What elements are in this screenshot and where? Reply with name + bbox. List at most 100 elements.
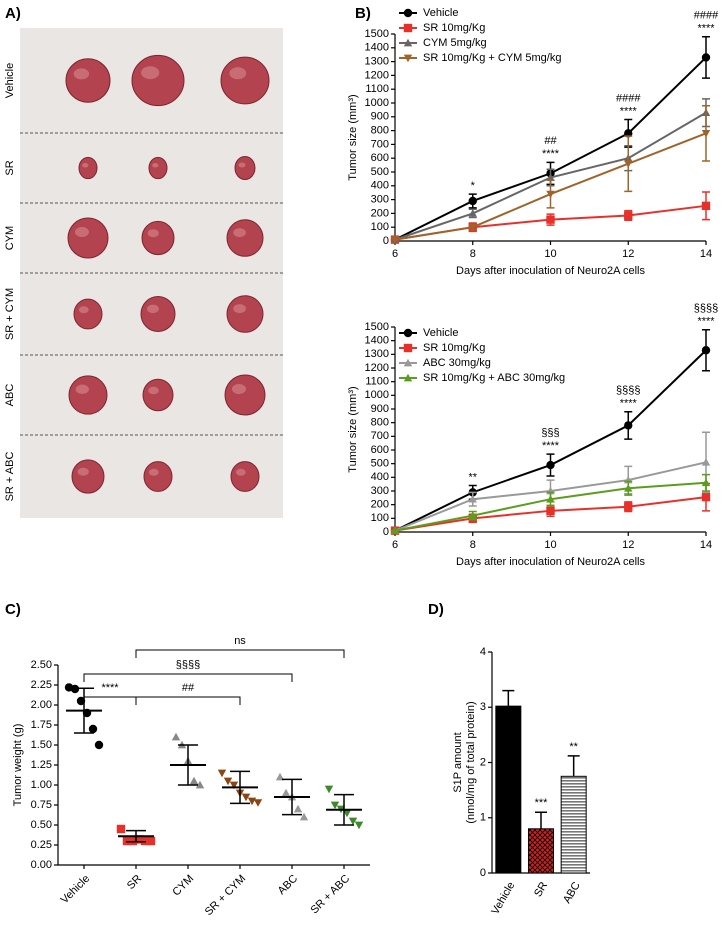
annotation: #### <box>694 10 719 22</box>
data-point <box>546 495 555 503</box>
data-point <box>701 53 711 62</box>
data-point <box>241 793 251 802</box>
y-tick-label: 1100 <box>365 83 389 95</box>
annotation: **** <box>542 440 560 452</box>
data-point <box>468 196 477 206</box>
data-point <box>299 812 309 821</box>
significance-label: **** <box>101 682 119 694</box>
data-point <box>701 201 711 211</box>
data-point <box>146 836 156 846</box>
data-point <box>88 724 98 734</box>
legend-label: SR 10mg/Kg <box>423 342 485 354</box>
y-tick-label: 1300 <box>365 348 389 360</box>
tumor-highlight <box>75 227 89 237</box>
annotation: #### <box>616 92 641 104</box>
tumor <box>220 56 270 105</box>
annotation: **** <box>620 398 638 410</box>
x-tick-label: 8 <box>470 248 476 260</box>
x-tick-label: SR <box>532 880 550 899</box>
tumor-highlight <box>238 162 246 168</box>
legend-label: SR 10mg/Kg + CYM 5mg/kg <box>423 52 561 64</box>
x-tick-label: 14 <box>700 248 712 260</box>
data-point <box>70 684 80 694</box>
tumor <box>73 298 103 330</box>
error-bar <box>502 689 515 707</box>
data-point <box>253 799 263 807</box>
x-tick-label: Vehicle <box>489 880 517 917</box>
y-tick-label: 800 <box>371 125 389 137</box>
y-tick-label: 0.25 <box>31 839 52 851</box>
data-point <box>76 696 86 706</box>
row-label: Vehicle <box>4 63 16 98</box>
legend-label: CYM 5mg/kg <box>423 37 487 49</box>
legend-marker <box>403 358 413 367</box>
legend-label: SR 10mg/Kg + ABC 30mg/kg <box>423 372 565 384</box>
tumor <box>71 459 105 494</box>
y-tick-label: 1000 <box>365 97 389 109</box>
significance-bracket <box>135 649 345 658</box>
data-point <box>468 495 477 503</box>
significance-label: ns <box>234 635 246 647</box>
y-tick-label: 700 <box>371 430 389 442</box>
data-point <box>546 460 555 470</box>
x-tick-label: Vehicle <box>59 873 93 907</box>
y-axis-label: Tumor weight (g) <box>12 724 24 807</box>
tumor <box>140 296 176 332</box>
x-axis-label: Days after inoculation of Neuro2A cells <box>456 556 645 568</box>
data-point <box>546 506 555 516</box>
x-tick-label: ABC <box>561 880 583 906</box>
tumor <box>224 374 266 416</box>
data-point <box>122 836 132 846</box>
legend-marker <box>403 8 413 18</box>
data-point <box>624 484 633 492</box>
tumor-highlight <box>75 384 89 395</box>
tumor-highlight <box>232 384 246 394</box>
tumor <box>67 217 109 259</box>
tumor-highlight <box>229 67 247 80</box>
x-tick-label: 12 <box>622 539 634 551</box>
y-tick-label: 1400 <box>365 42 389 54</box>
y-tick-label: 700 <box>371 138 389 150</box>
x-tick-label: 14 <box>700 539 712 551</box>
data-point <box>94 740 104 750</box>
x-tick-label: 8 <box>470 539 476 551</box>
x-tick-label: 10 <box>544 248 556 260</box>
y-tick-label: 0 <box>480 867 486 879</box>
legend-marker <box>403 38 413 47</box>
data-point <box>275 772 285 781</box>
tumor-highlight <box>146 304 159 314</box>
tumor <box>131 54 185 107</box>
significance-bracket <box>135 696 241 705</box>
significance-bracket <box>83 696 137 705</box>
y-tick-label: 0.75 <box>31 799 52 811</box>
data-point <box>701 346 711 355</box>
row-label: CYM <box>4 226 16 250</box>
y-tick-label: 4 <box>480 646 486 658</box>
y-axis-label: S1P amount <box>452 732 464 792</box>
tumor-highlight <box>77 467 89 476</box>
error-bar <box>567 755 580 777</box>
data-point <box>116 824 126 834</box>
y-tick-label: 3 <box>480 701 486 713</box>
bar <box>560 775 587 874</box>
data-point <box>324 785 334 794</box>
row-label: ABC <box>4 384 16 407</box>
data-point <box>229 781 239 790</box>
tumor-highlight <box>233 304 246 314</box>
tumor <box>226 295 264 333</box>
y-tick-label: 500 <box>371 166 389 178</box>
y-tick-label: 200 <box>371 499 389 511</box>
tumor-highlight <box>148 468 159 476</box>
significance-bracket <box>83 673 293 682</box>
data-point <box>624 421 633 430</box>
y-tick-label: 0.50 <box>31 819 52 831</box>
data-point <box>281 788 291 797</box>
y-tick-label: 600 <box>371 444 389 456</box>
tumor-highlight <box>233 228 246 238</box>
legend-label: SR 10mg/Kg <box>423 22 485 34</box>
tumor-highlight <box>82 163 89 168</box>
data-point <box>468 209 477 217</box>
row-label: SR <box>4 160 16 175</box>
y-tick-label: 2.25 <box>31 679 52 691</box>
data-point <box>390 236 400 244</box>
